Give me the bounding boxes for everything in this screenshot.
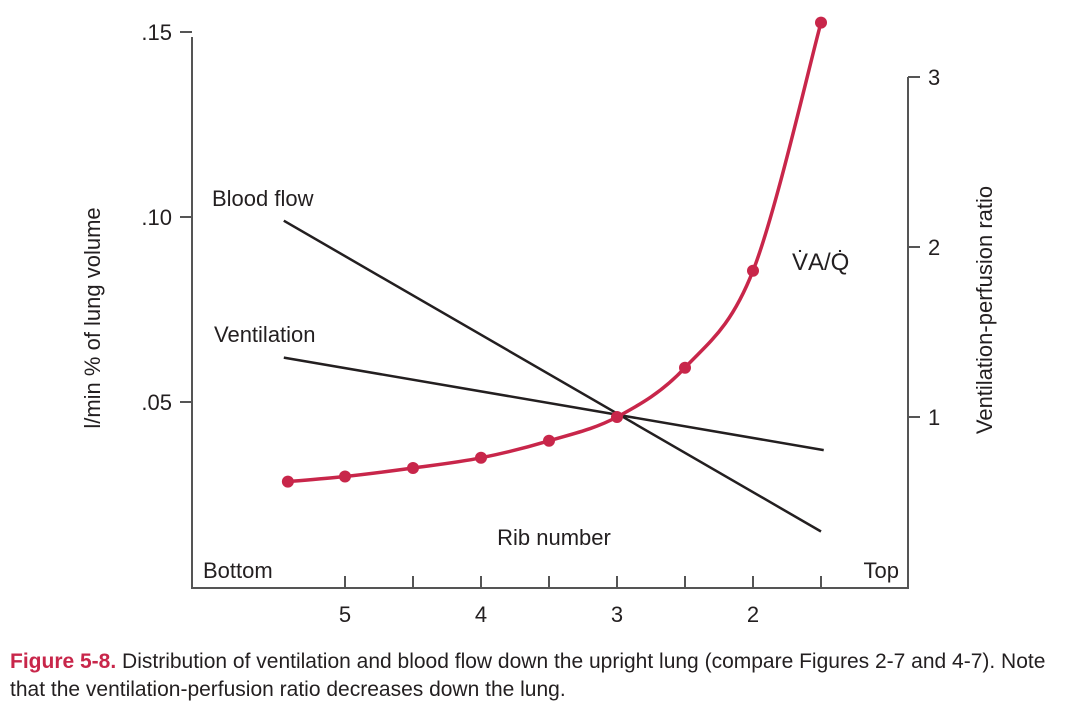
figure-caption: Figure 5-8. Distribution of ventilation … bbox=[10, 648, 1070, 704]
series-label-blood-flow: Blood flow bbox=[212, 186, 314, 211]
x-tick-label: 3 bbox=[611, 602, 623, 627]
data-point bbox=[815, 16, 827, 29]
y-right-tick-label: 3 bbox=[928, 65, 940, 90]
data-point bbox=[679, 361, 691, 374]
data-point bbox=[339, 470, 351, 483]
y-right-axis-label: Ventilation-perfusion ratio bbox=[972, 186, 997, 434]
figure-label: Figure 5-8. bbox=[10, 650, 117, 673]
y-right-tick-label: 2 bbox=[928, 235, 940, 260]
series-label-ventilation: Ventilation bbox=[214, 322, 316, 347]
axes-frame bbox=[191, 37, 909, 589]
x-end-label-bottom: Bottom bbox=[203, 558, 273, 583]
y-left-tick-label: .15 bbox=[141, 20, 172, 45]
series-line-v-a-q bbox=[287, 22, 823, 484]
data-point bbox=[407, 462, 419, 474]
x-tick-label: 2 bbox=[747, 602, 759, 627]
chart: .05 .10 .15 1 2 3 5 4 3 2 Rib number Bottom Top l/min… bbox=[80, 16, 997, 627]
x-tick-label: 5 bbox=[339, 602, 351, 627]
x-end-label-top: Top bbox=[864, 558, 899, 583]
series-line-blood-flow bbox=[283, 219, 822, 533]
data-point bbox=[747, 264, 759, 277]
y-left-tick-label: .05 bbox=[141, 390, 172, 415]
data-point bbox=[475, 451, 487, 464]
y-right-tick-label: 1 bbox=[928, 405, 940, 430]
x-axis-label: Rib number bbox=[497, 525, 611, 550]
series-line-ventilation bbox=[283, 356, 824, 452]
x-tick-label: 4 bbox=[475, 602, 487, 627]
data-point bbox=[543, 434, 555, 447]
y-left-tick-label: .10 bbox=[141, 205, 172, 230]
series-label-va-q: V̇A/Q̇ bbox=[792, 248, 849, 276]
data-point bbox=[611, 411, 623, 423]
data-point bbox=[281, 475, 294, 488]
y-left-axis-label: l/min % of lung volume bbox=[80, 207, 105, 428]
caption-text: Distribution of ventilation and blood fl… bbox=[10, 650, 1046, 701]
